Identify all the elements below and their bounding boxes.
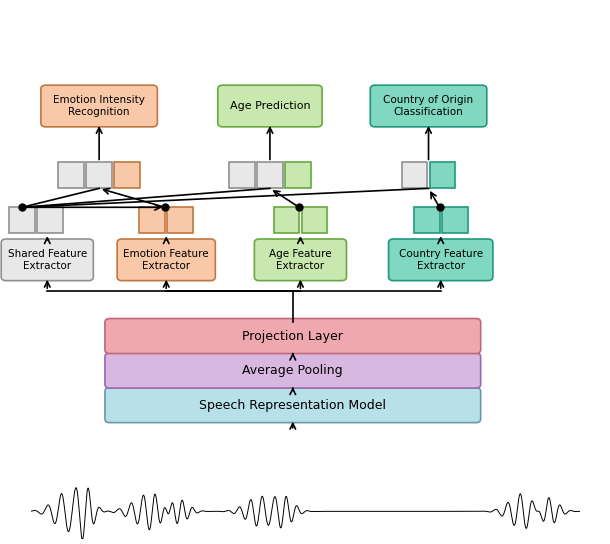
Text: Age Feature
Extractor: Age Feature Extractor: [269, 249, 332, 271]
Text: Speech Representation Model: Speech Representation Model: [199, 399, 386, 412]
Bar: [140, 207, 165, 233]
Text: Projection Layer: Projection Layer: [242, 330, 343, 343]
FancyBboxPatch shape: [254, 239, 346, 281]
FancyBboxPatch shape: [117, 239, 215, 281]
Bar: [167, 207, 193, 233]
FancyBboxPatch shape: [41, 85, 157, 127]
FancyBboxPatch shape: [105, 353, 481, 388]
Bar: [37, 207, 63, 233]
Text: Country Feature
Extractor: Country Feature Extractor: [399, 249, 483, 271]
FancyBboxPatch shape: [389, 239, 493, 281]
Bar: [9, 207, 35, 233]
Bar: [285, 162, 311, 188]
FancyBboxPatch shape: [105, 319, 481, 354]
Bar: [229, 162, 255, 188]
Text: Country of Origin
Classification: Country of Origin Classification: [384, 95, 473, 117]
FancyBboxPatch shape: [218, 85, 322, 127]
Bar: [273, 207, 299, 233]
FancyBboxPatch shape: [105, 388, 481, 423]
Bar: [87, 162, 112, 188]
FancyBboxPatch shape: [1, 239, 93, 281]
Text: Emotion Intensity
Recognition: Emotion Intensity Recognition: [53, 95, 145, 117]
Bar: [429, 162, 455, 188]
Bar: [114, 162, 140, 188]
Bar: [257, 162, 283, 188]
Bar: [58, 162, 84, 188]
Bar: [301, 207, 327, 233]
Text: Shared Feature
Extractor: Shared Feature Extractor: [8, 249, 87, 271]
Text: Emotion Feature
Extractor: Emotion Feature Extractor: [123, 249, 209, 271]
Bar: [401, 162, 427, 188]
Text: Average Pooling: Average Pooling: [243, 364, 343, 377]
Bar: [442, 207, 467, 233]
FancyBboxPatch shape: [370, 85, 487, 127]
Text: Age Prediction: Age Prediction: [229, 101, 310, 111]
Bar: [414, 207, 439, 233]
